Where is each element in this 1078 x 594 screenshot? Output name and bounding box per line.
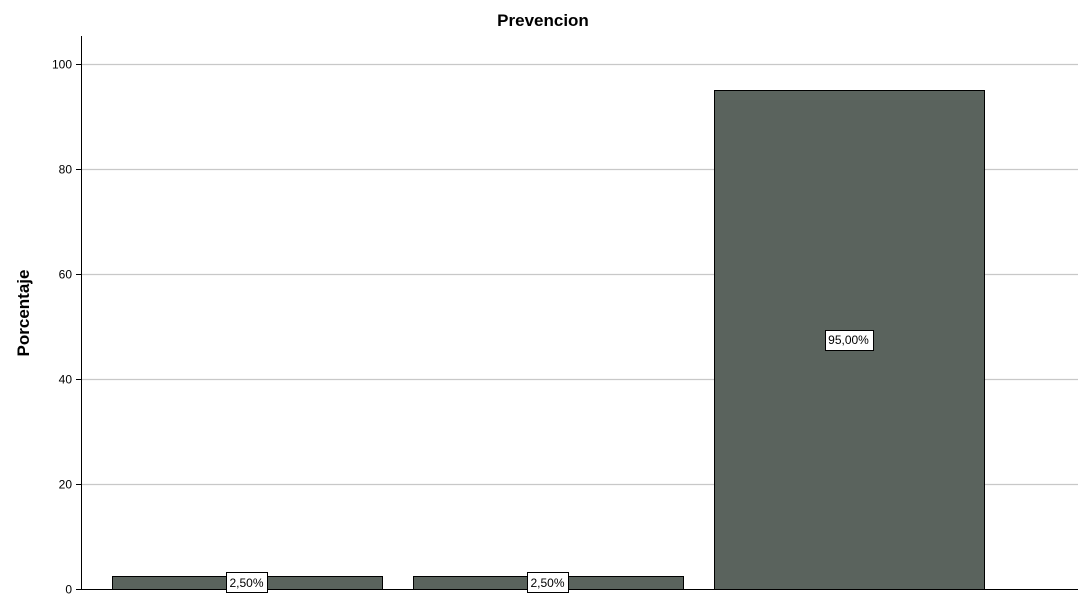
data-label: 95,00% (825, 330, 874, 351)
y-tick-label: 0 (65, 583, 72, 594)
y-tick-label: 40 (59, 373, 73, 387)
y-tick-label: 100 (52, 58, 72, 72)
data-label-text: 2,50% (229, 576, 263, 590)
y-tick-label: 20 (59, 478, 73, 492)
y-tick-label: 60 (59, 268, 73, 282)
y-axis-label: Porcentaje (14, 270, 33, 357)
data-labels: 2,50% 2,50% 95,00% (226, 330, 874, 593)
data-label-box (527, 572, 569, 593)
data-label-text: 95,00% (828, 333, 869, 347)
y-tick-label: 80 (59, 163, 73, 177)
chart-title: Prevencion (497, 11, 589, 30)
data-label-text: 2,50% (530, 576, 564, 590)
data-label: 2,50% (527, 572, 569, 593)
data-label-box (226, 572, 268, 593)
data-label-box (825, 330, 874, 351)
data-label: 2,50% (226, 572, 268, 593)
